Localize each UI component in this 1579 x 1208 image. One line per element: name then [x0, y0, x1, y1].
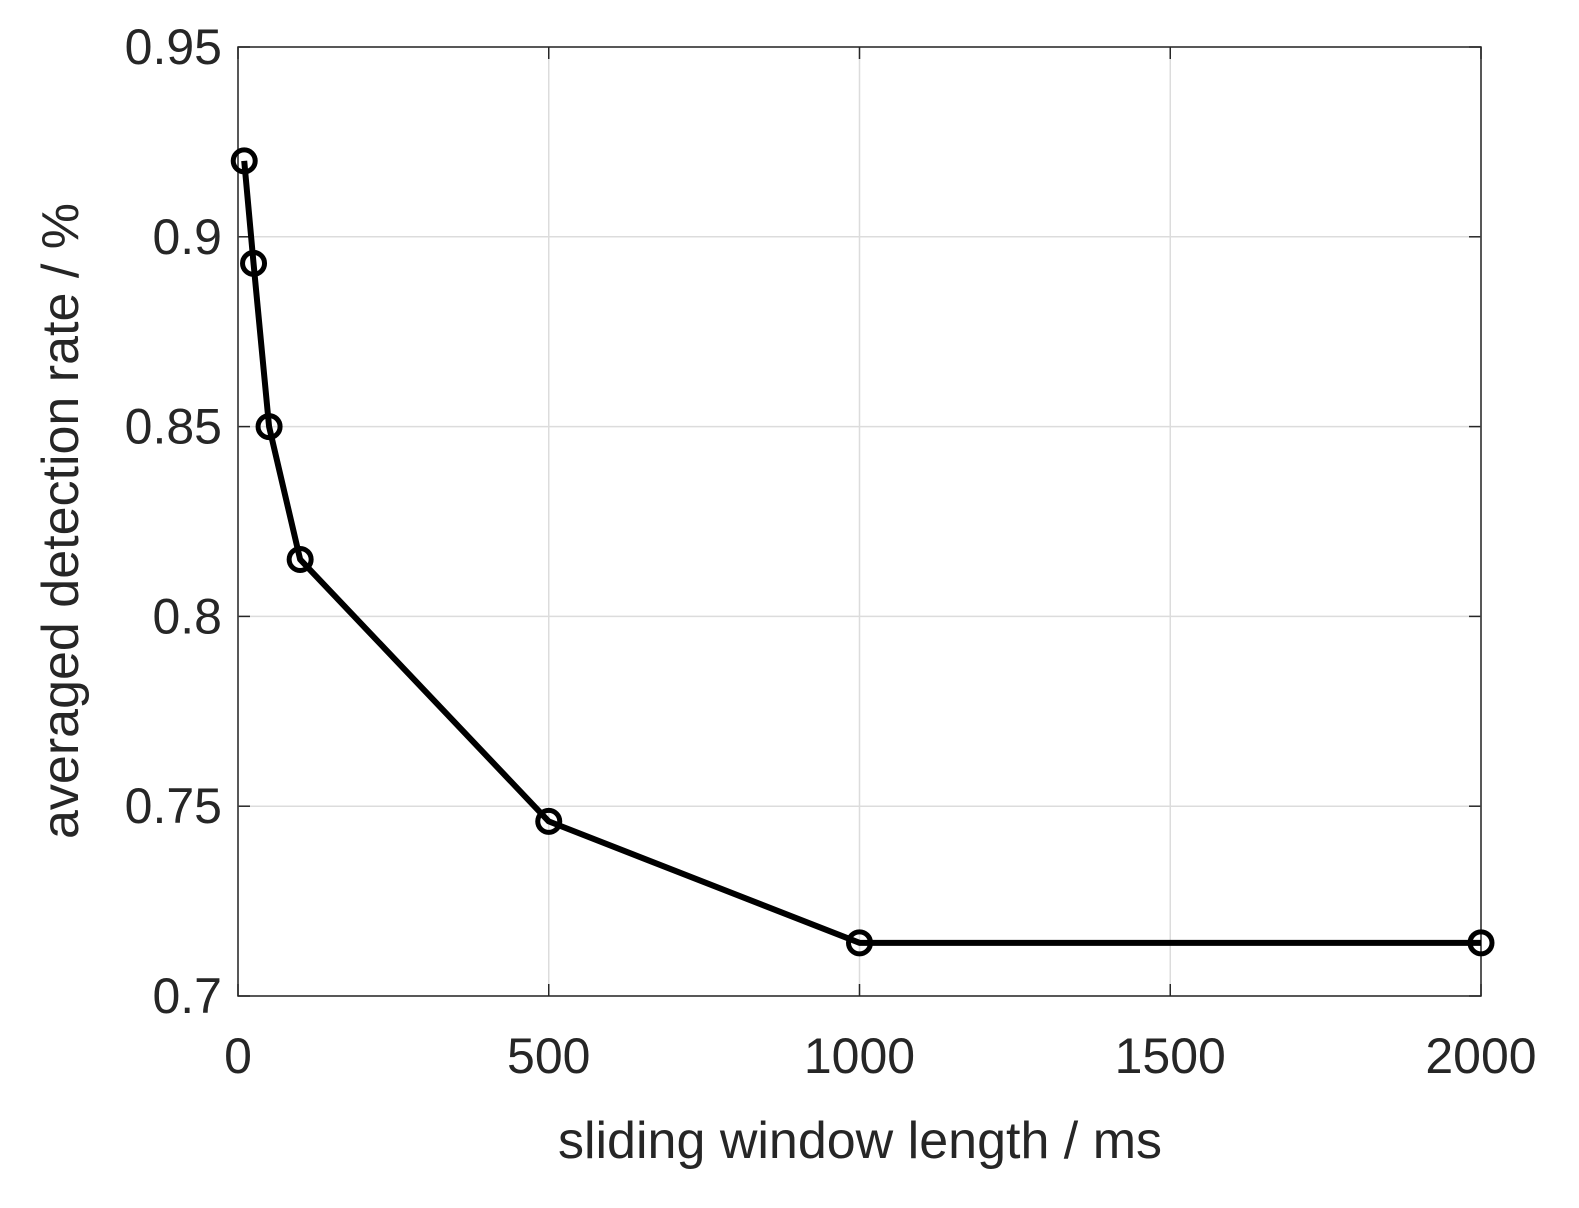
x-tick-label: 0 [224, 1028, 252, 1084]
y-tick-label: 0.95 [125, 19, 222, 75]
y-axis-label: averaged detection rate / % [32, 203, 90, 839]
y-tick-label: 0.85 [125, 399, 222, 455]
x-tick-label: 1000 [804, 1028, 915, 1084]
data-point [1467, 929, 1495, 957]
data-point [255, 413, 283, 441]
data-line [241, 160, 1481, 946]
y-tick-label: 0.7 [152, 968, 222, 1024]
x-axis-label: sliding window length / ms [558, 1112, 1162, 1170]
y-tick-label: 0.75 [125, 778, 222, 834]
plot-frame [237, 46, 1482, 997]
x-tick-label: 500 [507, 1028, 590, 1084]
data-point [535, 807, 563, 835]
y-tick-label: 0.9 [152, 209, 222, 265]
y-tick-label: 0.8 [152, 588, 222, 644]
x-tick-label: 1500 [1115, 1028, 1226, 1084]
x-tick-label: 2000 [1425, 1028, 1536, 1084]
data-point [286, 545, 314, 573]
data-point [846, 929, 873, 957]
data-point [230, 147, 258, 175]
data-point [240, 249, 268, 277]
